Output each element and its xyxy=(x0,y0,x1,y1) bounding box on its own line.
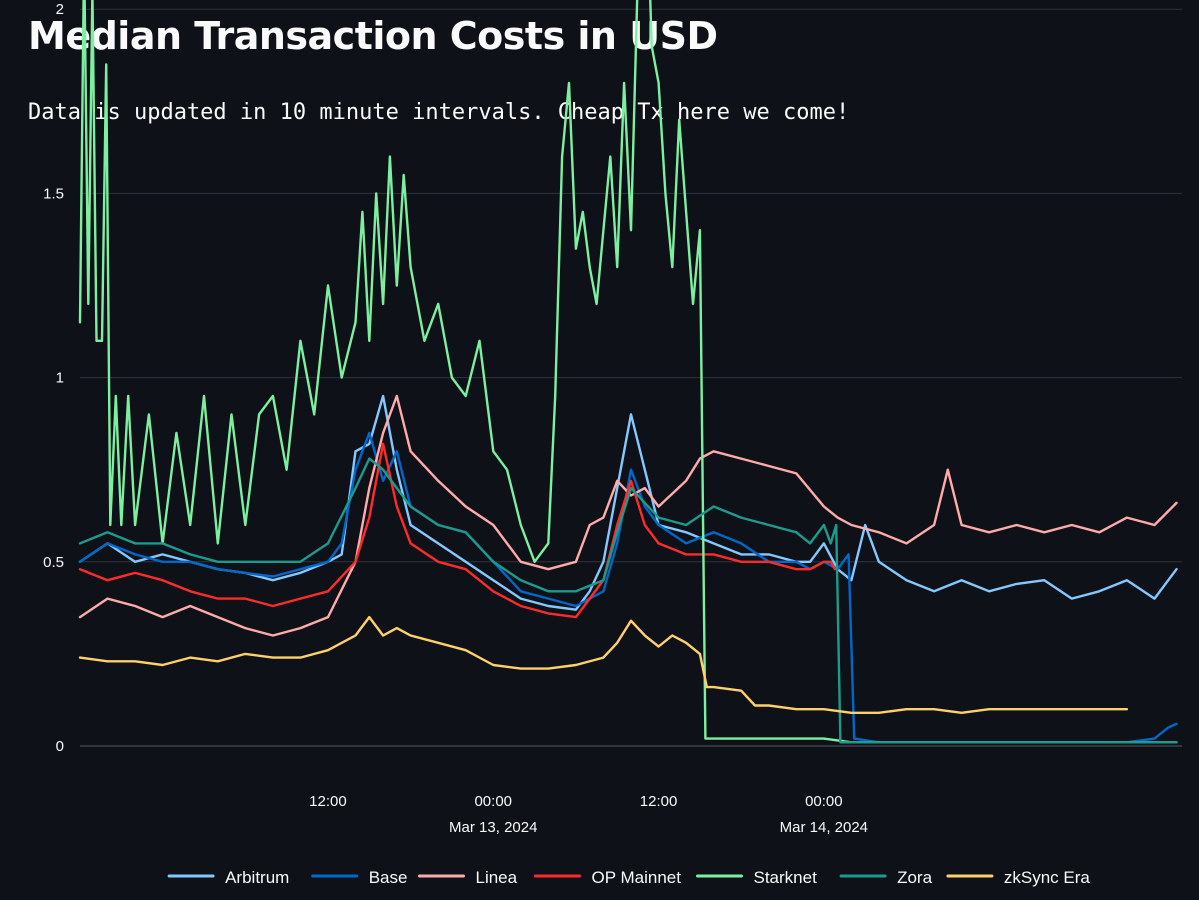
legend-item-base[interactable]: Base xyxy=(311,868,408,887)
legend-label: zkSync Era xyxy=(1004,868,1091,887)
y-tick-label-2: 1 xyxy=(56,370,64,387)
series-line-arbitrum[interactable] xyxy=(78,394,1178,611)
legend-label: Linea xyxy=(476,868,518,887)
y-tick-label-3: 1.5 xyxy=(43,185,64,202)
legend-label: Zora xyxy=(897,868,933,887)
x-tick-sublabel-1: Mar 13, 2024 xyxy=(449,819,537,836)
page-title: Median Transaction Costs in USD xyxy=(28,14,718,58)
series-line-zksync-era[interactable] xyxy=(78,615,1129,714)
legend-label: Arbitrum xyxy=(225,868,289,887)
y-tick-label-0: 0 xyxy=(56,738,64,755)
legend-item-zksync-era[interactable]: zkSync Era xyxy=(946,868,1091,887)
legend-label: Starknet xyxy=(754,868,818,887)
page-subtitle: Data is updated in 10 minute intervals. … xyxy=(28,100,850,125)
legend-item-arbitrum[interactable]: Arbitrum xyxy=(167,868,289,887)
legend-item-linea[interactable]: Linea xyxy=(418,868,518,887)
legend-item-zora[interactable]: Zora xyxy=(839,868,933,887)
series-line-zora[interactable] xyxy=(78,457,1178,744)
series-line-base[interactable] xyxy=(78,431,1178,744)
x-tick-label-2: 12:00 xyxy=(640,793,678,810)
legend-label: Base xyxy=(369,868,408,887)
y-axis: 00.511.522.5 xyxy=(43,1,64,755)
legend-label: OP Mainnet xyxy=(592,868,682,887)
y-tick-label-1: 0.5 xyxy=(43,554,64,571)
grid-layer xyxy=(80,8,1182,747)
x-tick-label-0: 12:00 xyxy=(309,793,347,810)
series-line-op-mainnet[interactable] xyxy=(78,442,837,619)
x-tick-sublabel-3: Mar 14, 2024 xyxy=(780,819,868,836)
legend-item-op-mainnet[interactable]: OP Mainnet xyxy=(534,868,682,887)
series-line-linea[interactable] xyxy=(78,394,1178,637)
series-layer[interactable] xyxy=(78,0,1178,744)
x-tick-label-1: 00:00 xyxy=(474,793,512,810)
x-tick-label-3: 00:00 xyxy=(805,793,843,810)
x-axis: 12:00 00:00 Mar 13, 2024 12:00 00:00 Mar 14, … xyxy=(309,793,868,836)
legend[interactable]: Arbitrum Base Linea OP Mainnet Starknet Zora z… xyxy=(167,868,1091,887)
legend-item-starknet[interactable]: Starknet xyxy=(696,868,818,887)
y-tick-label-4: 2 xyxy=(56,1,64,18)
series-line-starknet[interactable] xyxy=(78,0,1178,744)
